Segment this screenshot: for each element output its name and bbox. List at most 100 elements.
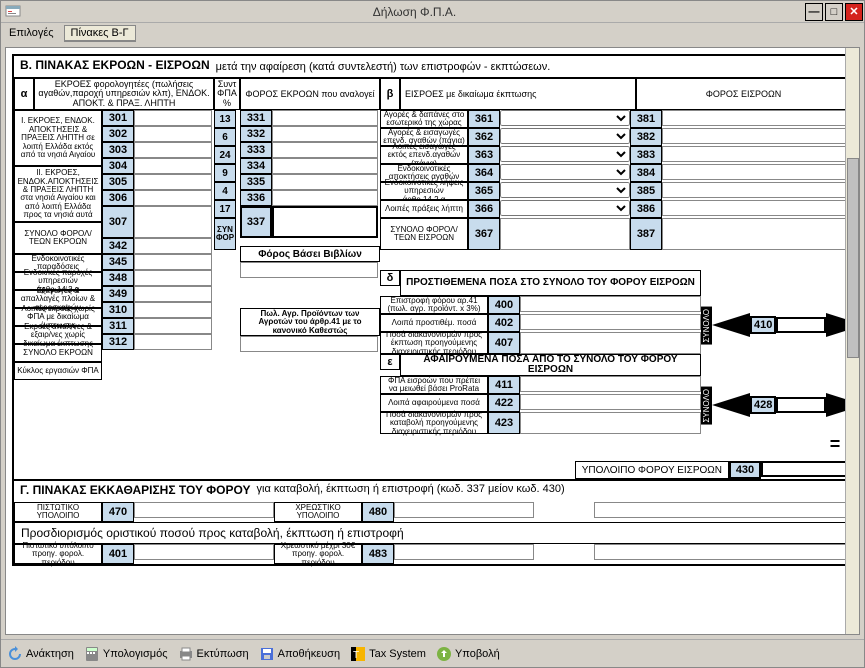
inp-483[interactable] [394, 544, 534, 560]
tab-bg[interactable]: Πίνακες Β-Γ [64, 25, 136, 42]
triangle-icon [712, 393, 750, 417]
section-b-title: Β. ΠΙΝΑΚΑΣ ΕΚΡΟΩΝ - ΕΙΣΡΟΩΝ [20, 58, 210, 72]
lbl-312: Κύκλος εργασιών ΦΠΑ [14, 362, 102, 380]
sel-365[interactable] [500, 182, 630, 198]
inp-304[interactable] [134, 158, 212, 174]
sel-364[interactable] [500, 164, 630, 180]
close-button[interactable]: ✕ [845, 3, 863, 21]
inp-306[interactable] [134, 190, 212, 206]
code-331: 331 [240, 110, 272, 126]
inp-c-extra2[interactable] [594, 544, 851, 560]
lbl-prosd: Προσδιορισμός οριστικού ποσού προς καταβ… [14, 522, 851, 544]
rate-303: 24 [214, 146, 236, 164]
inp-337[interactable] [272, 206, 378, 238]
inp-311[interactable] [134, 318, 212, 334]
code-386: 386 [630, 200, 662, 218]
inp-407[interactable] [520, 332, 701, 354]
btn-apoth[interactable]: Αποθήκευση [259, 646, 340, 662]
inp-345[interactable] [134, 254, 212, 270]
inp-336[interactable] [272, 190, 378, 206]
btn-ypovoli[interactable]: Υποβολή [436, 646, 500, 662]
code-382: 382 [630, 128, 662, 146]
vat-window: Δήλωση Φ.Π.Α. — □ ✕ Επιλογές Πίνακες Β-Γ… [0, 0, 865, 668]
rate-302: 6 [214, 128, 236, 146]
inp-342[interactable] [134, 238, 212, 254]
code-336: 336 [240, 190, 272, 206]
inp-302[interactable] [134, 126, 212, 142]
inp-410[interactable] [776, 317, 826, 333]
lbl-423: Ποσά διακανονισμών προς καταβολή προηγού… [380, 412, 488, 434]
code-480: 480 [362, 502, 394, 522]
code-410: 410 [750, 316, 776, 334]
btn-anaktisi[interactable]: Ανάκτηση [7, 646, 74, 662]
btn-tax[interactable]: TTax System [350, 646, 426, 662]
code-306: 306 [102, 190, 134, 206]
inp-430[interactable] [761, 461, 851, 477]
inp-312[interactable] [134, 334, 212, 350]
inp-383[interactable] [662, 146, 851, 162]
alpha-b: β [380, 78, 400, 110]
sel-362[interactable] [500, 128, 630, 144]
scroll-thumb[interactable] [847, 158, 859, 358]
inp-387[interactable] [662, 218, 851, 250]
inp-301[interactable] [134, 110, 212, 126]
section-b-subtitle: μετά την αφαίρεση (κατά συντελεστή) των … [216, 61, 551, 73]
rate-syn: ΣΥΝ ΦΟΡ [214, 218, 236, 250]
inp-agr[interactable] [240, 336, 378, 352]
inp-401[interactable] [134, 544, 274, 560]
inp-428[interactable] [776, 397, 826, 413]
inp-333[interactable] [272, 142, 378, 158]
btn-ektyp[interactable]: Εκτύπωση [178, 646, 249, 662]
sel-366[interactable] [500, 200, 630, 216]
inp-c-extra[interactable] [594, 502, 851, 518]
inp-348[interactable] [134, 270, 212, 286]
form-panel: Β. ΠΙΝΑΚΑΣ ΕΚΡΟΩΝ - ΕΙΣΡΟΩΝ μετά την αφα… [12, 54, 853, 566]
hd-ekroes: ΕΚΡΟΕΣ φορολογητέες (πωλήσεις αγαθών,παρ… [34, 78, 214, 110]
sel-361[interactable] [500, 110, 630, 126]
sel-363[interactable] [500, 146, 630, 162]
lbl-366: Λοιπές πράξεις λήπτη [380, 200, 468, 218]
code-384: 384 [630, 164, 662, 182]
code-407: 407 [488, 332, 520, 354]
lbl-group1: Ι. ΕΚΡΟΕΣ, ΕΝΔΟΚ. ΑΠΟΚΤΗΣΕΙΣ & ΠΡΑΞΕΙΣ Λ… [14, 110, 102, 166]
code-332: 332 [240, 126, 272, 142]
inp-367[interactable] [500, 218, 630, 250]
btn-ypolog[interactable]: Υπολογισμός [84, 646, 168, 662]
code-430: 430 [729, 461, 761, 479]
menubar: Επιλογές Πίνακες Β-Γ [1, 23, 864, 43]
inp-305[interactable] [134, 174, 212, 190]
app-icon [5, 5, 21, 19]
inp-bib[interactable] [240, 262, 378, 278]
inp-303[interactable] [134, 142, 212, 158]
inp-382[interactable] [662, 128, 851, 144]
code-381: 381 [630, 110, 662, 128]
code-303: 303 [102, 142, 134, 158]
minimize-button[interactable]: — [805, 3, 823, 21]
scrollbar[interactable] [845, 48, 859, 634]
code-422: 422 [488, 394, 520, 412]
maximize-button[interactable]: □ [825, 3, 843, 21]
delta-syn: ΣΥΝΟΛΟ [701, 307, 712, 345]
inp-423[interactable] [520, 412, 701, 434]
inp-384[interactable] [662, 164, 851, 180]
inp-307[interactable] [134, 206, 212, 238]
inp-310[interactable] [134, 302, 212, 318]
inp-480[interactable] [394, 502, 534, 518]
code-366: 366 [468, 200, 500, 218]
inp-411[interactable] [520, 376, 701, 392]
inp-386[interactable] [662, 200, 851, 216]
inp-332[interactable] [272, 126, 378, 142]
inp-335[interactable] [272, 174, 378, 190]
inp-349[interactable] [134, 286, 212, 302]
inp-331[interactable] [272, 110, 378, 126]
inp-400[interactable] [520, 296, 701, 312]
inp-334[interactable] [272, 158, 378, 174]
inp-470[interactable] [134, 502, 274, 518]
menu-options[interactable]: Επιλογές [5, 26, 58, 40]
code-337: 337 [240, 206, 272, 238]
inp-381[interactable] [662, 110, 851, 126]
inp-422[interactable] [520, 394, 701, 410]
rate-306: 17 [214, 200, 236, 218]
inp-385[interactable] [662, 182, 851, 198]
inp-402[interactable] [520, 314, 701, 330]
